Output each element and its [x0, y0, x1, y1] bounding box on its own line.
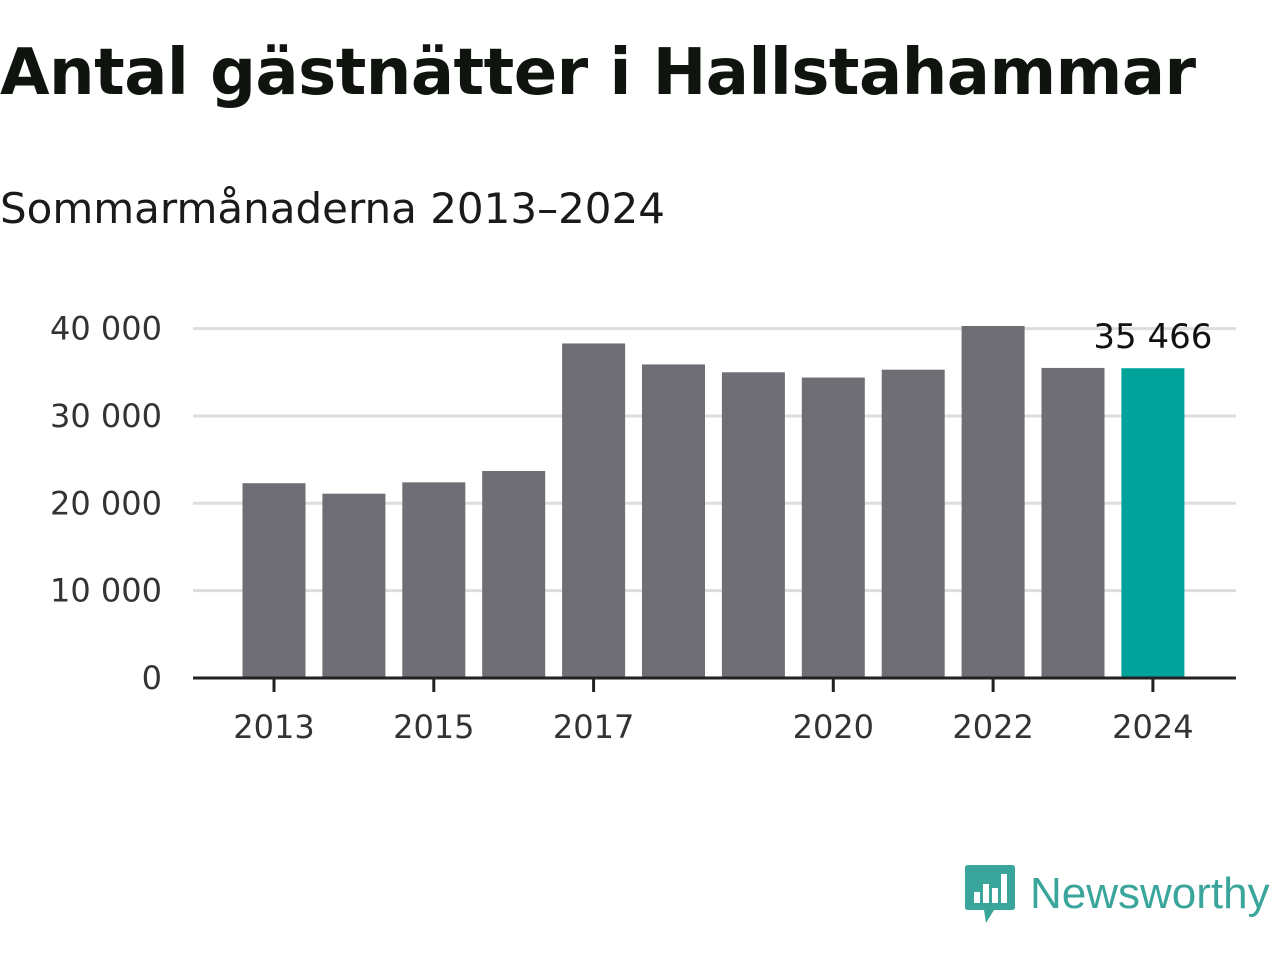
y-tick-label: 10 000 — [50, 572, 162, 610]
y-axis-tick-labels: 0 10 000 20 000 30 000 40 000 — [50, 310, 162, 697]
bar-2018 — [642, 364, 705, 678]
bar-2014 — [322, 493, 386, 678]
bar-2015 — [402, 482, 466, 678]
bar-2019 — [721, 372, 785, 678]
brand-name: Newsworthy — [1030, 869, 1270, 918]
y-tick-label: 30 000 — [50, 397, 162, 435]
x-tick-label: 2015 — [393, 708, 474, 746]
data-labels: 35 466 — [1093, 317, 1212, 357]
y-tick-label: 40 000 — [50, 310, 162, 348]
bar-2024 — [1121, 368, 1185, 678]
y-tick-label: 20 000 — [50, 484, 162, 522]
data-label: 35 466 — [1093, 317, 1212, 357]
x-axis — [193, 676, 1236, 692]
bars — [242, 326, 1185, 678]
bar-2017 — [562, 343, 626, 678]
x-axis-tick-labels: 2013 2015 2017 2020 2022 2024 — [233, 708, 1193, 746]
x-tick-label: 2020 — [793, 708, 874, 746]
chart-title: Antal gästnätter i Hallstahammar — [0, 36, 1196, 110]
bar-2013 — [242, 483, 306, 678]
brand-logo: Newsworthy — [964, 862, 1270, 926]
chart-subtitle: Sommarmånaderna 2013–2024 — [0, 184, 665, 233]
bar-2023 — [1041, 367, 1105, 678]
x-tick-label: 2017 — [553, 708, 634, 746]
bar-2021 — [881, 369, 945, 678]
y-tick-label: 0 — [142, 659, 162, 697]
bar-2016 — [482, 470, 546, 678]
bar-2022 — [961, 326, 1025, 678]
bar-chart-speech-bubble-icon — [965, 865, 1015, 923]
x-tick-label: 2013 — [233, 708, 314, 746]
bar-2020 — [801, 377, 865, 678]
x-tick-label: 2024 — [1112, 708, 1193, 746]
x-tick-label: 2022 — [952, 708, 1033, 746]
